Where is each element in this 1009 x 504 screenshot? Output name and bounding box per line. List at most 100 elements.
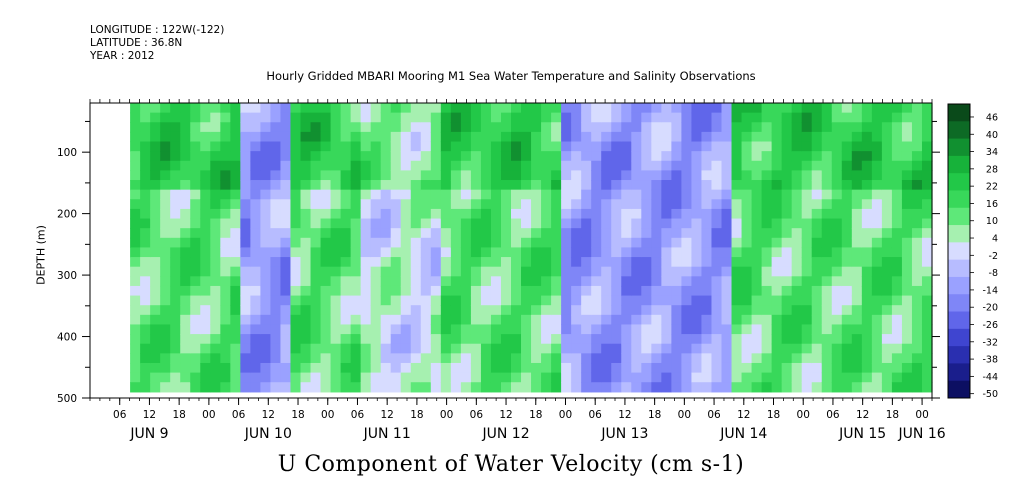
heatmap-cell — [671, 257, 683, 268]
heatmap-cell — [500, 131, 512, 143]
heatmap-cell — [430, 372, 442, 383]
heatmap-cell — [591, 189, 602, 200]
heatmap-cell — [711, 180, 723, 191]
heatmap-cell — [671, 353, 683, 364]
heatmap-cell — [450, 247, 462, 258]
heatmap-cell — [420, 343, 432, 354]
heatmap-cell — [841, 247, 853, 258]
heatmap-cell — [651, 362, 662, 374]
heatmap-cell — [531, 343, 542, 354]
heatmap-cell — [621, 228, 632, 239]
heatmap-cell — [200, 180, 211, 191]
heatmap-cell — [350, 160, 362, 171]
heatmap-cell — [430, 131, 442, 143]
heatmap-cell — [531, 266, 542, 277]
heatmap-cell — [631, 353, 642, 364]
colorbar-swatch — [948, 242, 970, 261]
heatmap-cell — [210, 266, 221, 277]
heatmap-cell — [651, 131, 662, 143]
heatmap-cell — [410, 141, 422, 152]
heatmap-cell — [651, 334, 662, 345]
heatmap-cell — [921, 180, 933, 191]
heatmap-cell — [320, 112, 332, 123]
heatmap-cell — [511, 103, 522, 114]
heatmap-cell — [400, 353, 412, 364]
heatmap-cell — [210, 122, 221, 133]
heatmap-cell — [881, 382, 893, 393]
heatmap-cell — [260, 372, 272, 383]
heatmap-cell — [681, 103, 693, 114]
heatmap-cell — [290, 276, 302, 287]
heatmap-cell — [531, 247, 542, 258]
heatmap-cell — [470, 247, 482, 258]
heatmap-cell — [891, 285, 903, 297]
heatmap-cell — [350, 112, 362, 123]
heatmap-cell — [771, 122, 783, 133]
heatmap-cell — [861, 141, 873, 152]
heatmap-cell — [320, 295, 332, 306]
heatmap-cell — [420, 372, 432, 383]
heatmap-cell — [921, 257, 933, 268]
heatmap-cell — [901, 324, 913, 335]
heatmap-cell — [771, 103, 783, 114]
heatmap-cell — [180, 324, 191, 335]
heatmap-cell — [651, 122, 662, 133]
heatmap-cell — [410, 112, 422, 123]
heatmap-cell — [300, 362, 312, 374]
heatmap-cell — [591, 218, 602, 229]
heatmap-cell — [661, 228, 672, 239]
heatmap-cell — [320, 247, 332, 258]
heatmap-cell — [701, 189, 713, 200]
heatmap-cell — [280, 237, 292, 249]
heatmap-cell — [260, 103, 272, 114]
heatmap-cell — [210, 334, 221, 345]
heatmap-cell — [801, 189, 813, 200]
heatmap-cell — [270, 324, 282, 335]
heatmap-cell — [891, 218, 903, 229]
heatmap-cell — [470, 131, 482, 143]
heatmap-cell — [130, 285, 141, 297]
heatmap-cell — [310, 189, 322, 200]
heatmap-cell — [891, 353, 903, 364]
heatmap-cell — [340, 372, 352, 383]
heatmap-cell — [511, 295, 522, 306]
heatmap-cell — [671, 141, 683, 152]
heatmap-cell — [210, 343, 221, 354]
heatmap-cell — [911, 199, 923, 210]
heatmap-cell — [320, 131, 332, 143]
heatmap-cell — [861, 170, 873, 181]
heatmap-cell — [430, 266, 442, 277]
heatmap-cell — [340, 276, 352, 287]
heatmap-cell — [500, 353, 512, 364]
heatmap-cell — [230, 103, 241, 114]
heatmap-cell — [791, 285, 803, 297]
heatmap-cell — [330, 266, 342, 277]
heatmap-cell — [310, 199, 322, 210]
heatmap-cell — [921, 131, 933, 143]
heatmap-cell — [911, 170, 923, 181]
year-label: YEAR : 2012 — [90, 50, 155, 62]
heatmap-cell — [450, 170, 462, 181]
heatmap-cell — [581, 334, 592, 345]
heatmap-cell — [711, 151, 723, 162]
heatmap-cell — [210, 208, 221, 220]
heatmap-cell — [300, 305, 312, 316]
heatmap-cell — [150, 247, 161, 258]
heatmap-cell — [320, 324, 332, 335]
heatmap-cell — [300, 199, 312, 210]
heatmap-cell — [170, 276, 181, 287]
heatmap-cell — [651, 276, 662, 287]
heatmap-cell — [921, 295, 933, 306]
heatmap-cell — [781, 353, 793, 364]
heatmap-cell — [541, 285, 552, 297]
heatmap-cell — [130, 247, 141, 258]
heatmap-cell — [290, 257, 302, 268]
heatmap-cell — [260, 208, 272, 220]
colorbar-swatch — [948, 190, 970, 209]
heatmap-cell — [210, 247, 221, 258]
heatmap-cell — [410, 208, 422, 220]
heatmap-cell — [400, 237, 412, 249]
heatmap-cell — [731, 180, 743, 191]
heatmap-cell — [721, 199, 733, 210]
heatmap-cell — [420, 295, 432, 306]
